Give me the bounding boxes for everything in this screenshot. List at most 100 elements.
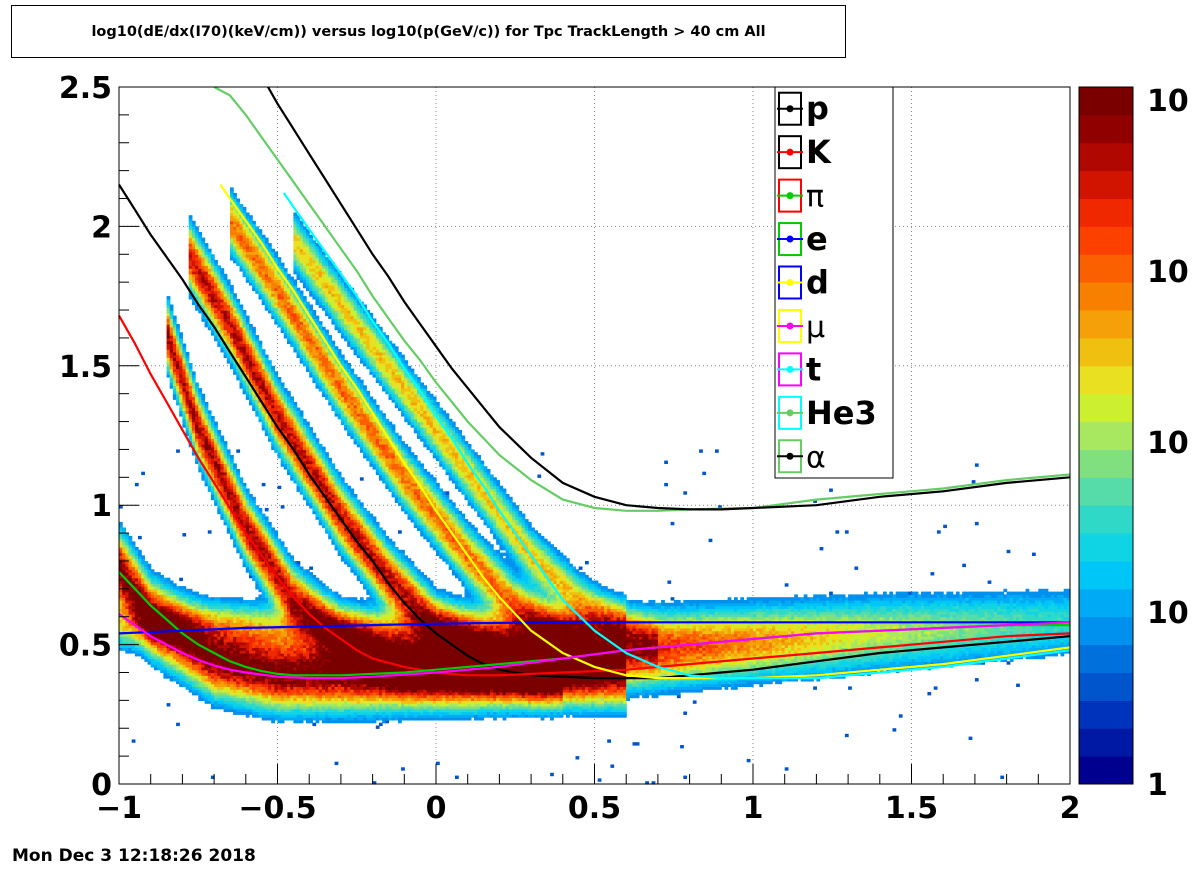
heatmap-cell	[141, 602, 145, 607]
heatmap-cell	[191, 650, 196, 654]
heatmap-cell	[191, 692, 196, 696]
heatmap-cell	[185, 608, 190, 612]
heatmap-cell	[147, 588, 152, 593]
heatmap-cell	[185, 402, 190, 406]
heatmap-cell	[201, 418, 206, 423]
heatmap-cell	[182, 625, 187, 629]
heatmap-cell	[226, 279, 231, 283]
heatmap-cell	[191, 234, 196, 239]
heatmap-cell	[185, 354, 190, 358]
heatmap-cell	[138, 622, 142, 626]
heatmap-cell	[131, 613, 136, 618]
heatmap-cell	[182, 594, 187, 598]
heatmap-cell	[166, 605, 171, 609]
heatmap-cell	[176, 340, 180, 345]
heatmap-cell	[201, 457, 206, 462]
heatmap-cell	[210, 471, 215, 476]
heatmap-cell	[182, 658, 187, 662]
heatmap-cell	[195, 653, 199, 657]
heatmap-cell	[198, 259, 203, 264]
heatmap-cell	[198, 641, 203, 646]
heatmap-cell	[207, 488, 212, 492]
heatmap-cell	[201, 653, 206, 657]
heatmap-cell	[179, 402, 183, 406]
heatmap-cell	[172, 326, 177, 331]
heatmap-cell	[179, 622, 183, 626]
heatmap-cell	[125, 574, 130, 579]
heatmap-cell	[141, 639, 145, 643]
heatmap-cell	[134, 605, 139, 609]
heatmap-cell	[166, 371, 171, 375]
heatmap-cell	[207, 254, 212, 258]
heatmap-cell	[141, 625, 145, 629]
heatmap-cell	[119, 566, 123, 570]
heatmap-cell	[207, 307, 212, 311]
heatmap-cell	[134, 482, 139, 487]
heatmap-cell	[207, 655, 212, 660]
heatmap-cell	[210, 680, 215, 685]
heatmap-cell	[204, 619, 209, 623]
heatmap-cell	[172, 390, 177, 395]
heatmap-cell	[185, 360, 190, 364]
heatmap-cell	[188, 388, 193, 392]
heatmap-cell	[198, 421, 203, 425]
heatmap-cell	[210, 639, 215, 643]
heatmap-cell	[147, 608, 152, 612]
heatmap-cell	[131, 541, 136, 545]
heatmap-cell	[138, 552, 142, 556]
heatmap-cell	[201, 672, 206, 676]
heatmap-cell	[201, 271, 206, 275]
heatmap-cell	[176, 346, 180, 350]
heatmap-cell	[182, 683, 187, 687]
heatmap-cell	[166, 312, 171, 317]
heatmap-cell	[169, 329, 174, 333]
heatmap-cell	[125, 544, 130, 548]
heatmap-cell	[125, 644, 130, 648]
heatmap-cell	[166, 374, 171, 378]
heatmap-cell	[128, 616, 133, 621]
heatmap-cell	[188, 368, 193, 372]
heatmap-cell	[160, 583, 164, 587]
heatmap-cell	[207, 477, 212, 481]
heatmap-cell	[141, 558, 145, 562]
heatmap-cell	[169, 616, 174, 621]
heatmap-cell	[191, 265, 196, 269]
heatmap-cell	[134, 608, 139, 612]
heatmap-cell	[188, 661, 193, 665]
heatmap-cell	[122, 544, 126, 548]
heatmap-cell	[188, 639, 193, 643]
heatmap-cell	[166, 346, 171, 350]
heatmap-cell	[280, 505, 285, 509]
heatmap-cell	[264, 354, 269, 358]
heatmap-cell	[198, 418, 203, 423]
heatmap-cell	[198, 282, 203, 286]
heatmap-cell	[258, 508, 263, 512]
heatmap-cell	[207, 605, 212, 609]
heatmap-cell	[141, 583, 145, 587]
heatmap-cell	[198, 435, 203, 439]
heatmap-cell	[207, 672, 212, 676]
heatmap-cell	[179, 374, 183, 378]
heatmap-cell	[207, 480, 212, 484]
heatmap-cell	[169, 647, 174, 651]
heatmap-cell	[198, 298, 203, 303]
heatmap-cell	[191, 683, 196, 687]
heatmap-cell	[198, 310, 203, 314]
heatmap-cell	[147, 605, 152, 609]
heatmap-cell	[201, 449, 206, 453]
heatmap-cell	[198, 449, 203, 453]
heatmap-cell	[185, 658, 190, 662]
heatmap-cell	[166, 315, 171, 319]
heatmap-cell	[191, 268, 196, 272]
heatmap-cell	[195, 449, 199, 453]
heatmap-cell	[188, 633, 193, 637]
heatmap-cell	[131, 547, 136, 551]
heatmap-cell	[128, 535, 133, 540]
heatmap-cell	[128, 544, 133, 548]
heatmap-cell	[195, 427, 199, 431]
heatmap-cell	[188, 390, 193, 395]
heatmap-cell	[191, 232, 196, 236]
heatmap-cell	[207, 633, 212, 637]
heatmap-cell	[122, 639, 126, 643]
heatmap-cell	[134, 586, 139, 590]
